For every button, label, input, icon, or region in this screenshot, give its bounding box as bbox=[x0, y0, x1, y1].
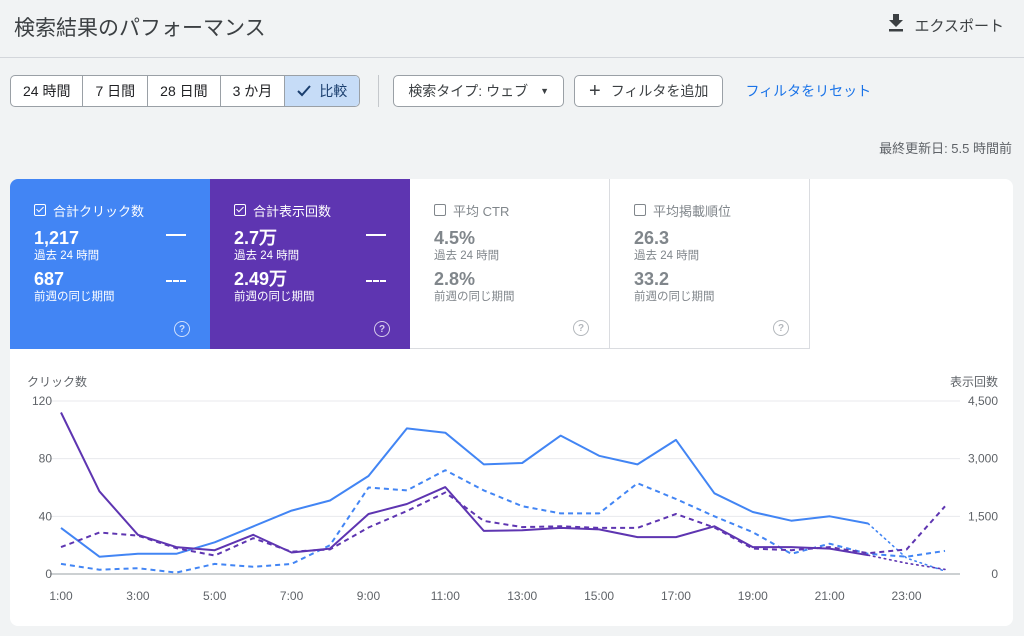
search-type-dropdown[interactable]: 検索タイプ: ウェブ ▼ bbox=[393, 75, 565, 107]
left-tick-label: 80 bbox=[39, 452, 53, 466]
search-type-label: 検索タイプ: ウェブ bbox=[408, 83, 529, 99]
series-line-2 bbox=[60, 412, 869, 557]
compare-button[interactable]: 比較 bbox=[285, 76, 360, 106]
performance-card: 合計クリック数 1,217 過去 24 時間 687 前週の同じ期間 ? 合計表… bbox=[10, 179, 1013, 626]
metric-label-row: 平均掲載順位 bbox=[634, 201, 785, 219]
checkbox-icon[interactable] bbox=[234, 204, 246, 216]
checkbox-icon[interactable] bbox=[34, 204, 46, 216]
range-28d[interactable]: 28 日間 bbox=[148, 76, 221, 106]
caret-down-icon: ▼ bbox=[540, 86, 550, 96]
add-filter-button[interactable]: + フィルタを追加 bbox=[574, 75, 724, 107]
checkbox-icon[interactable] bbox=[434, 204, 446, 216]
add-filter-label: フィルタを追加 bbox=[610, 83, 709, 99]
metric-value: 26.3 bbox=[634, 228, 670, 248]
solid-line-legend bbox=[366, 234, 386, 236]
metric-prev-value: 2.8% bbox=[434, 269, 476, 289]
dashed-line-legend bbox=[366, 280, 386, 282]
left-tick-label: 40 bbox=[39, 509, 53, 523]
x-tick-label: 9:00 bbox=[357, 589, 381, 603]
help-icon[interactable]: ? bbox=[374, 321, 390, 337]
metric-value: 1,217 bbox=[34, 228, 80, 248]
reset-filter-link[interactable]: フィルタをリセット bbox=[745, 83, 872, 99]
x-tick-label: 15:00 bbox=[584, 589, 614, 603]
metric-label: 平均掲載順位 bbox=[653, 203, 732, 219]
right-axis-title: 表示回数 bbox=[950, 374, 998, 389]
metric-prev-period: 前週の同じ期間 bbox=[434, 291, 515, 303]
metric-average-position[interactable]: 平均掲載順位 26.3 過去 24 時間 33.2 前週の同じ期間 ? bbox=[610, 179, 810, 349]
right-tick-label: 0 bbox=[991, 567, 998, 581]
help-icon[interactable]: ? bbox=[773, 320, 789, 336]
metric-period: 過去 24 時間 bbox=[34, 250, 100, 262]
series-line-0-partial bbox=[867, 522, 946, 572]
performance-chart[interactable]: クリック数 表示回数 120 4,500 80 3,000 40 1,500 0 0 1:00 3… bbox=[10, 369, 1013, 609]
right-tick-label: 4,500 bbox=[968, 394, 998, 408]
right-tick-label: 3,000 bbox=[968, 452, 998, 466]
metric-label: 平均 CTR bbox=[453, 203, 510, 219]
metric-prev-period: 前週の同じ期間 bbox=[34, 291, 115, 303]
metric-period: 過去 24 時間 bbox=[434, 250, 500, 262]
checkbox-icon[interactable] bbox=[634, 204, 646, 216]
series-line-1 bbox=[60, 469, 946, 574]
metric-prev-period: 前週の同じ期間 bbox=[234, 291, 315, 303]
left-axis-title: クリック数 bbox=[27, 374, 87, 389]
x-tick-label: 5:00 bbox=[203, 589, 227, 603]
metric-period: 過去 24 時間 bbox=[234, 250, 300, 262]
range-7d[interactable]: 7 日間 bbox=[83, 76, 149, 106]
plus-icon: + bbox=[589, 80, 601, 102]
range-3m[interactable]: 3 か月 bbox=[221, 76, 286, 106]
solid-line-legend bbox=[166, 234, 186, 236]
range-24h[interactable]: 24 時間 bbox=[11, 76, 84, 106]
metric-period: 過去 24 時間 bbox=[634, 250, 700, 262]
metric-label-row: 合計表示回数 bbox=[234, 201, 386, 219]
series-line-2-partial bbox=[867, 554, 946, 571]
x-tick-label: 17:00 bbox=[661, 589, 691, 603]
metric-prev-value: 687 bbox=[34, 269, 65, 289]
x-tick-label: 19:00 bbox=[738, 589, 768, 603]
check-icon bbox=[297, 85, 312, 97]
help-icon[interactable]: ? bbox=[573, 320, 589, 336]
export-button[interactable]: エクスポート bbox=[888, 14, 1004, 36]
metric-label-row: 平均 CTR bbox=[434, 201, 585, 219]
series-line-0 bbox=[60, 427, 869, 558]
x-tick-label: 23:00 bbox=[892, 589, 922, 603]
metric-prev-period: 前週の同じ期間 bbox=[634, 291, 715, 303]
x-tick-label: 11:00 bbox=[431, 589, 460, 603]
metric-label: 合計クリック数 bbox=[53, 203, 145, 219]
download-icon bbox=[888, 14, 914, 36]
help-icon[interactable]: ? bbox=[174, 321, 190, 337]
metric-value: 2.7万 bbox=[234, 228, 278, 248]
dashed-line-legend bbox=[166, 280, 186, 282]
x-tick-label: 21:00 bbox=[815, 589, 845, 603]
series-line-3 bbox=[60, 491, 946, 557]
metric-total-impressions[interactable]: 合計表示回数 2.7万 過去 24 時間 2.49万 前週の同じ期間 ? bbox=[210, 179, 410, 349]
metric-prev-value: 2.49万 bbox=[234, 269, 288, 289]
x-tick-label: 3:00 bbox=[126, 589, 150, 603]
left-tick-label: 0 bbox=[45, 567, 52, 581]
metric-total-clicks[interactable]: 合計クリック数 1,217 過去 24 時間 687 前週の同じ期間 ? bbox=[10, 179, 210, 349]
metric-prev-value: 33.2 bbox=[634, 269, 670, 289]
right-tick-label: 1,500 bbox=[968, 509, 998, 523]
metric-tiles: 合計クリック数 1,217 過去 24 時間 687 前週の同じ期間 ? 合計表… bbox=[10, 179, 810, 349]
page-title: 検索結果のパフォーマンス bbox=[14, 17, 266, 40]
compare-label: 比較 bbox=[319, 83, 348, 99]
filter-toolbar: 24 時間 7 日間 28 日間 3 か月 比較 検索タイプ: ウェブ ▼ + … bbox=[10, 75, 871, 107]
export-label: エクスポート bbox=[914, 17, 1004, 35]
metric-average-ctr[interactable]: 平均 CTR 4.5% 過去 24 時間 2.8% 前週の同じ期間 ? bbox=[410, 179, 610, 349]
page-header: 検索結果のパフォーマンス エクスポート bbox=[0, 0, 1024, 58]
x-tick-label: 1:00 bbox=[49, 589, 73, 603]
left-tick-label: 120 bbox=[32, 394, 52, 408]
metric-label-row: 合計クリック数 bbox=[34, 201, 186, 219]
x-tick-label: 7:00 bbox=[280, 589, 304, 603]
metric-value: 4.5% bbox=[434, 228, 476, 248]
x-tick-label: 13:00 bbox=[507, 589, 537, 603]
last-updated: 最終更新日: 5.5 時間前 bbox=[879, 141, 1012, 156]
date-range-selector: 24 時間 7 日間 28 日間 3 か月 比較 bbox=[10, 75, 361, 107]
metric-label: 合計表示回数 bbox=[253, 203, 332, 219]
toolbar-divider bbox=[378, 75, 380, 107]
